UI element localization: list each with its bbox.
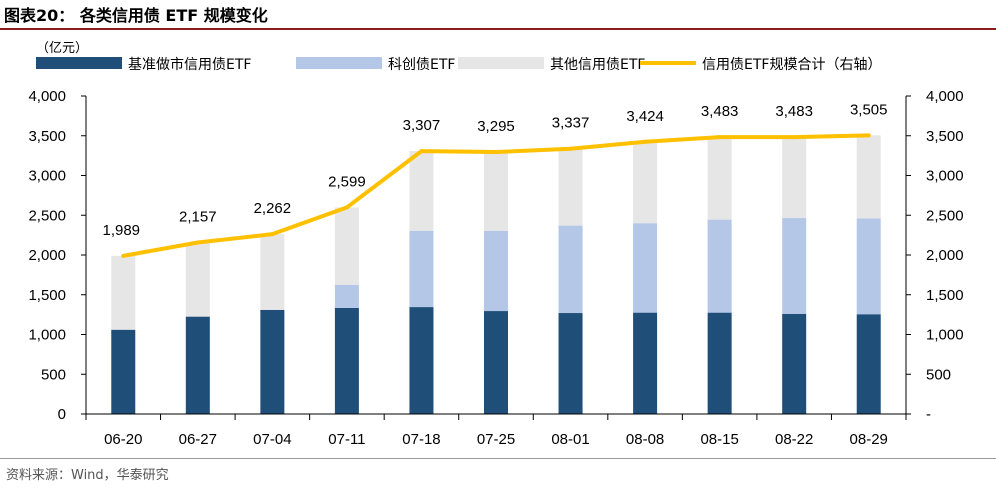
x-tick-label: 07-25 <box>477 431 515 448</box>
y-right-tick-label: 3,500 <box>926 128 964 145</box>
bar-segment <box>558 313 583 414</box>
source-rule <box>0 458 996 459</box>
line-point <box>270 232 275 237</box>
bar-segment <box>707 137 732 220</box>
line-point <box>195 240 200 245</box>
bar-segment <box>558 148 583 226</box>
bar-segment <box>707 312 732 414</box>
line-point <box>419 149 424 154</box>
title-rule <box>0 28 996 30</box>
bar-segment <box>111 255 136 330</box>
line-point <box>568 146 573 151</box>
x-tick-label: 06-27 <box>179 431 217 448</box>
y-left-tick-label: 3,500 <box>28 128 66 145</box>
bar-segment <box>409 230 434 308</box>
chart: （亿元） 基准做市信用债ETF 科创债ETF 其他信用债ETF 信用债ETF规模合计（… <box>28 41 963 448</box>
bar-segment <box>782 313 807 414</box>
line-point <box>866 133 871 138</box>
total-data-label: 3,505 <box>850 101 888 118</box>
line-point <box>494 150 498 155</box>
legend-label: 信用债ETF规模合计（右轴） <box>702 57 881 73</box>
line-point <box>121 253 126 258</box>
x-tick-label: 08-01 <box>551 431 589 448</box>
x-tick-label: 07-04 <box>253 431 291 448</box>
x-tick-label: 08-08 <box>626 431 664 448</box>
bar-segment <box>707 219 732 313</box>
unit-label: （亿元） <box>36 41 88 56</box>
bar-segment <box>185 242 210 317</box>
bar-segment <box>633 223 658 313</box>
source-note: 资料来源：Wind，华泰研究 <box>6 468 169 483</box>
line-layer <box>121 133 871 258</box>
y-right-tick-label: 2,000 <box>926 247 964 264</box>
total-data-label: 2,157 <box>179 209 217 226</box>
legend-label: 科创债ETF <box>388 57 455 73</box>
x-tick-label: 08-22 <box>775 431 813 448</box>
legend-swatch <box>296 57 382 69</box>
x-tick-label: 08-15 <box>700 431 738 448</box>
bar-segment <box>484 152 508 231</box>
bar-segment <box>633 141 658 224</box>
bar-segment <box>782 218 807 314</box>
total-data-label: 3,307 <box>403 117 441 134</box>
y-left-tick-label: 1,000 <box>28 327 66 344</box>
bar-segment <box>111 329 136 414</box>
y-right-tick-label: 4,000 <box>926 88 964 105</box>
y-left-tick-label: 2,500 <box>28 207 66 224</box>
line-point <box>792 135 797 140</box>
y-left-tick-label: 1,500 <box>28 287 66 304</box>
y-left-tick-label: 3,000 <box>28 168 66 185</box>
y-left-tick-label: 0 <box>58 406 66 423</box>
legend: 基准做市信用债ETF 科创债ETF 其他信用债ETF 信用债ETF规模合计（右轴） <box>36 56 881 73</box>
axes: 0 500 1,000 1,500 2,000 2,500 3,000 3,500 4,000 -… <box>28 88 963 448</box>
bar-segment <box>260 234 285 310</box>
y-right-tick-label: 500 <box>926 366 951 383</box>
y-right-tick-label: 1,500 <box>926 287 964 304</box>
line-point <box>344 205 349 210</box>
y-right-tick-label: 3,000 <box>926 168 964 185</box>
bar-segment <box>334 207 359 285</box>
x-tick-label: 06-20 <box>104 431 142 448</box>
bar-segment <box>856 218 881 315</box>
legend-label: 其他信用债ETF <box>550 57 645 73</box>
y-left-tick-label: 500 <box>41 366 66 383</box>
legend-label: 基准做市信用债ETF <box>128 56 251 73</box>
bar-segment <box>558 225 583 314</box>
total-data-label: 3,483 <box>701 103 739 120</box>
total-data-label: 3,483 <box>775 103 813 120</box>
y-right-tick-label: 1,000 <box>926 327 964 344</box>
bar-segment <box>782 137 807 219</box>
total-data-label: 2,599 <box>328 173 366 190</box>
bar-segment <box>409 307 434 414</box>
bar-segment <box>185 316 210 414</box>
legend-swatch <box>36 57 122 69</box>
bars <box>111 135 881 414</box>
page-title: 图表20： 各类信用债 ETF 规模变化 <box>4 6 268 25</box>
x-tick-label: 07-11 <box>328 431 365 448</box>
bar-segment <box>633 312 658 414</box>
total-data-label: 3,295 <box>477 118 515 135</box>
bar-segment <box>856 135 881 219</box>
y-left-tick-label: 2,000 <box>28 247 66 264</box>
line-point <box>643 139 648 144</box>
line-point <box>717 135 722 140</box>
x-tick-label: 08-29 <box>850 431 888 448</box>
total-data-label: 1,989 <box>102 222 140 239</box>
x-tick-label: 07-18 <box>402 431 440 448</box>
bar-segment <box>409 151 434 231</box>
bar-segment <box>334 284 359 308</box>
labels: 1,989 2,157 2,262 2,599 3,307 3,295 3,337 3,424… <box>102 101 887 239</box>
total-data-label: 2,262 <box>254 200 292 217</box>
y-right-tick-label: - <box>926 406 931 423</box>
bar-segment <box>484 230 508 312</box>
bar-segment <box>856 314 881 414</box>
total-data-label: 3,337 <box>552 115 590 132</box>
total-data-label: 3,424 <box>626 108 664 125</box>
y-left-tick-label: 4,000 <box>28 88 66 105</box>
bar-segment <box>334 307 359 414</box>
y-right-tick-label: 2,500 <box>926 207 964 224</box>
legend-swatch <box>458 57 544 69</box>
bar-segment <box>484 311 508 414</box>
bar-segment <box>260 309 285 414</box>
